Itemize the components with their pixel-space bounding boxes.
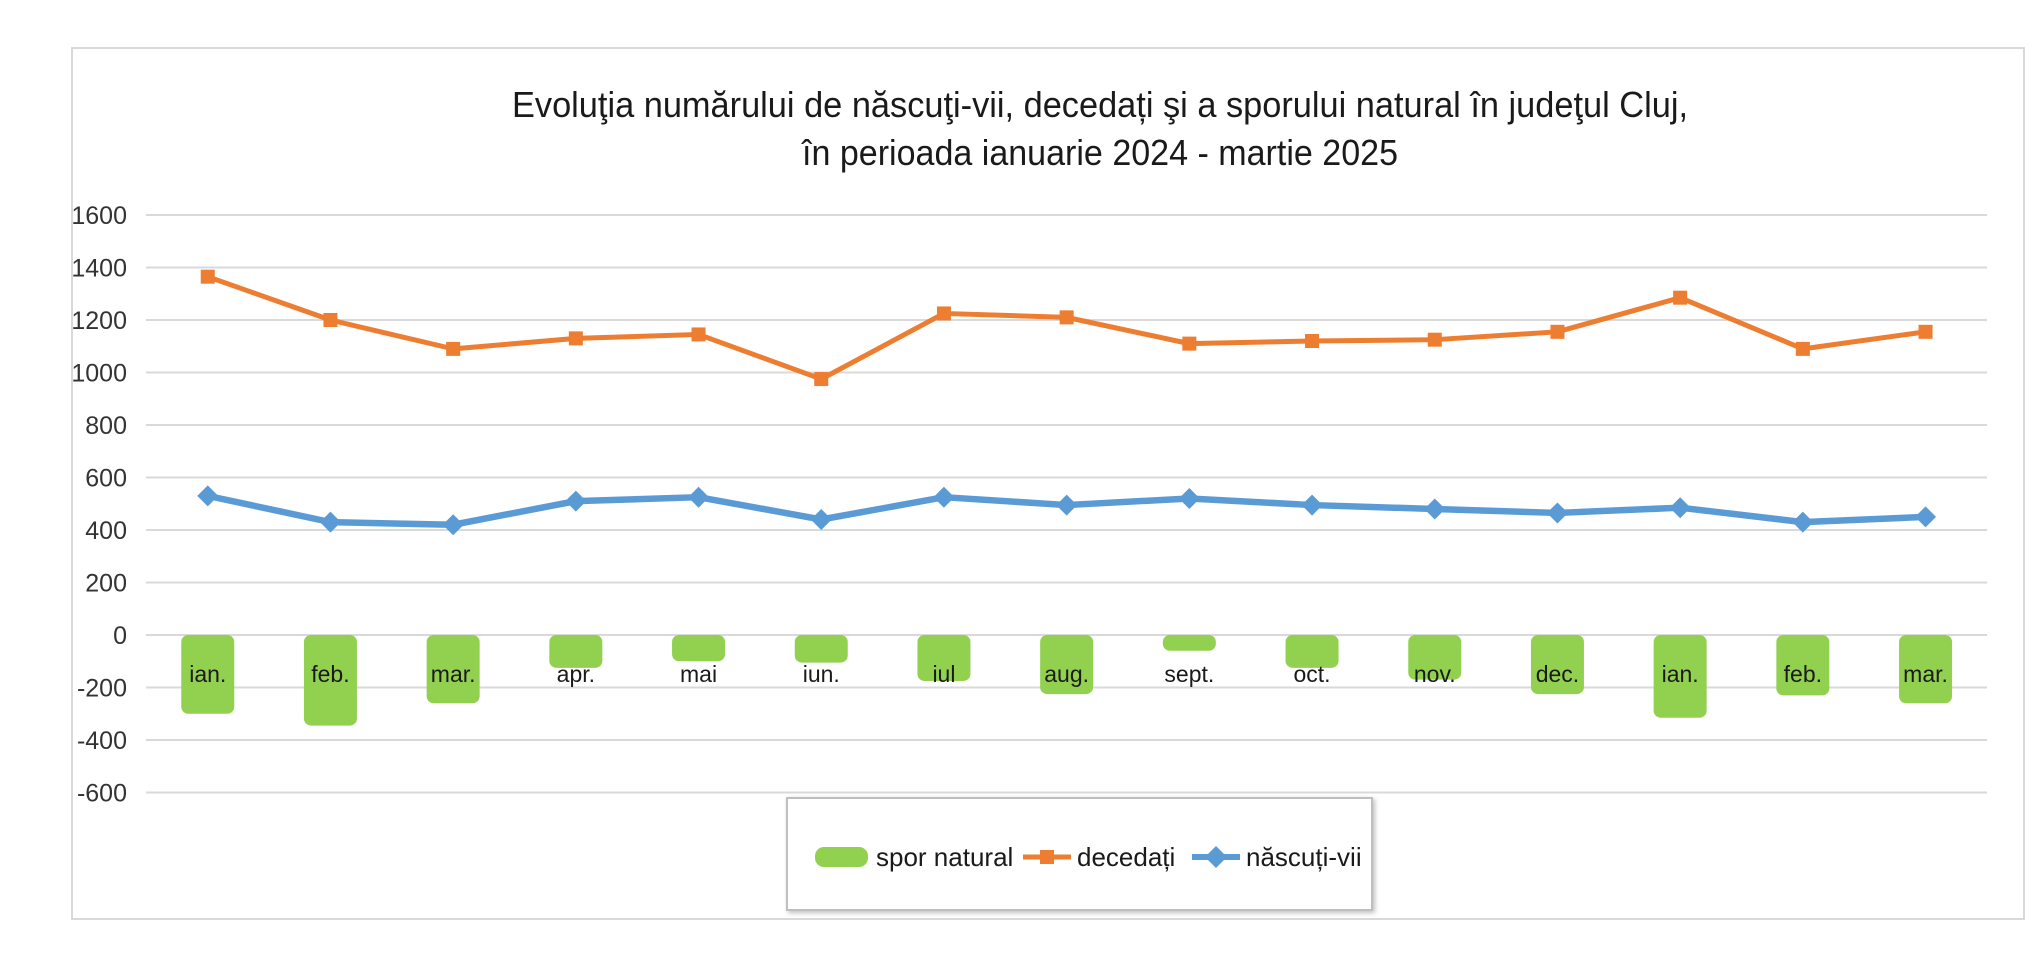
month-label: iul <box>932 661 955 687</box>
bar-spor-natural <box>1285 635 1339 668</box>
marker-diamond-nascuti-vii-icon <box>1424 498 1446 520</box>
y-axis-tick-label: -600 <box>77 780 127 808</box>
x-axis-month-labels: ian. feb. mar. apr. mai iun. iul aug. sept. oct. n… <box>189 661 1948 687</box>
marker-diamond-nascuti-vii-icon <box>197 485 219 507</box>
month-label: apr. <box>557 661 595 687</box>
y-axis-tick-label: 0 <box>113 622 127 650</box>
chart-title-line2: în perioada ianuarie 2024 - martie 2025 <box>801 132 1398 173</box>
bar-spor-natural <box>1408 635 1462 680</box>
marker-square-decedati-icon <box>1795 341 1810 356</box>
y-axis-tick-label: -400 <box>77 727 127 755</box>
y-axis-tick-label: 200 <box>85 570 127 598</box>
bar-spor-natural <box>1530 635 1584 695</box>
legend-marker-diamond-icon <box>1205 846 1227 868</box>
chart-frame <box>71 47 2025 920</box>
legend-swatch-spor-natural-icon <box>815 847 868 867</box>
legend-item-nascuti-vii: născuți-vii <box>1192 842 1362 872</box>
legend-label-nascuti-vii: născuți-vii <box>1246 842 1362 872</box>
bar-spor-natural <box>1899 635 1953 704</box>
legend-label-spor-natural: spor natural <box>876 842 1013 872</box>
month-label: aug. <box>1044 661 1089 687</box>
marker-diamond-nascuti-vii-icon <box>442 514 464 536</box>
marker-square-decedati-icon <box>200 269 215 284</box>
marker-diamond-nascuti-vii-icon <box>810 509 832 530</box>
month-label: sept. <box>1164 661 1214 687</box>
month-label: dec. <box>1536 661 1579 687</box>
marker-diamond-nascuti-vii-icon <box>688 486 710 508</box>
marker-square-decedati-icon <box>936 306 951 321</box>
marker-square-decedati-icon <box>568 331 583 346</box>
legend: spor natural decedați născuți-vii <box>786 797 1373 911</box>
month-label: nov. <box>1414 661 1456 687</box>
legend-item-spor-natural: spor natural <box>815 842 1013 872</box>
legend-marker-square-icon <box>1040 850 1054 864</box>
marker-square-decedati-icon <box>1550 324 1565 339</box>
line-series <box>197 269 1937 536</box>
month-label: iun. <box>803 661 840 687</box>
marker-square-decedati-icon <box>814 372 829 387</box>
marker-diamond-nascuti-vii-icon <box>1301 494 1323 516</box>
marker-square-decedati-icon <box>1305 334 1320 348</box>
bar-spor-natural <box>426 635 480 704</box>
bar-spor-natural <box>794 635 848 663</box>
legend-label-decedati: decedați <box>1077 842 1175 872</box>
bar-spor-natural <box>672 635 726 662</box>
marker-diamond-nascuti-vii-icon <box>1178 488 1200 509</box>
y-axis-tick-label: 400 <box>85 517 127 545</box>
marker-square-decedati-icon <box>446 341 461 356</box>
legend-box <box>786 797 1373 911</box>
marker-diamond-nascuti-vii-icon <box>319 511 341 533</box>
y-axis-labels: 1600 1400 1200 1000 800 600 400 200 0 -200 -400 -60… <box>71 202 127 808</box>
chart-title-line1: Evoluţia numărului de născuţi-vii, deced… <box>512 84 1688 125</box>
month-label: feb. <box>1784 661 1822 687</box>
marker-square-decedati-icon <box>1673 290 1688 305</box>
marker-diamond-nascuti-vii-icon <box>933 486 955 508</box>
month-label: mar. <box>431 661 476 687</box>
marker-diamond-nascuti-vii-icon <box>1546 502 1568 524</box>
bar-spor-natural <box>549 635 603 668</box>
bar-spor-natural <box>181 635 235 714</box>
month-label: feb. <box>311 661 349 687</box>
marker-diamond-nascuti-vii-icon <box>1056 494 1078 516</box>
bar-spor-natural <box>1776 635 1830 696</box>
marker-square-decedati-icon <box>1918 324 1933 339</box>
marker-diamond-nascuti-vii-icon <box>565 490 587 512</box>
y-axis-tick-label: 1000 <box>71 360 127 388</box>
marker-square-decedati-icon <box>1059 310 1074 325</box>
bar-spor-natural <box>1653 635 1707 718</box>
y-axis-tick-label: 1200 <box>71 307 127 335</box>
bar-spor-natural <box>303 635 357 726</box>
bar-spor-natural <box>1040 635 1094 695</box>
bar-series-spor-natural <box>181 635 1953 726</box>
bar-spor-natural <box>917 635 971 681</box>
y-axis-tick-label: 1400 <box>71 255 127 283</box>
y-axis-tick-label: 800 <box>85 412 127 440</box>
month-label: ian. <box>1662 661 1699 687</box>
y-axis-tick-label: -200 <box>77 675 127 703</box>
y-axis-tick-label: 1600 <box>71 202 127 230</box>
month-label: ian. <box>189 661 226 687</box>
month-label: mai <box>680 661 717 687</box>
month-label: mar. <box>1903 661 1948 687</box>
legend-item-decedati: decedați <box>1023 842 1175 872</box>
marker-diamond-nascuti-vii-icon <box>1915 506 1937 528</box>
marker-square-decedati-icon <box>1427 332 1442 347</box>
marker-square-decedati-icon <box>691 327 706 342</box>
marker-square-decedati-icon <box>1182 336 1197 351</box>
y-axis-tick-label: 600 <box>85 465 127 493</box>
marker-diamond-nascuti-vii-icon <box>1792 511 1814 533</box>
bar-spor-natural <box>1162 635 1216 651</box>
marker-diamond-nascuti-vii-icon <box>1669 497 1691 519</box>
marker-square-decedati-icon <box>323 313 338 327</box>
month-label: oct. <box>1294 661 1331 687</box>
